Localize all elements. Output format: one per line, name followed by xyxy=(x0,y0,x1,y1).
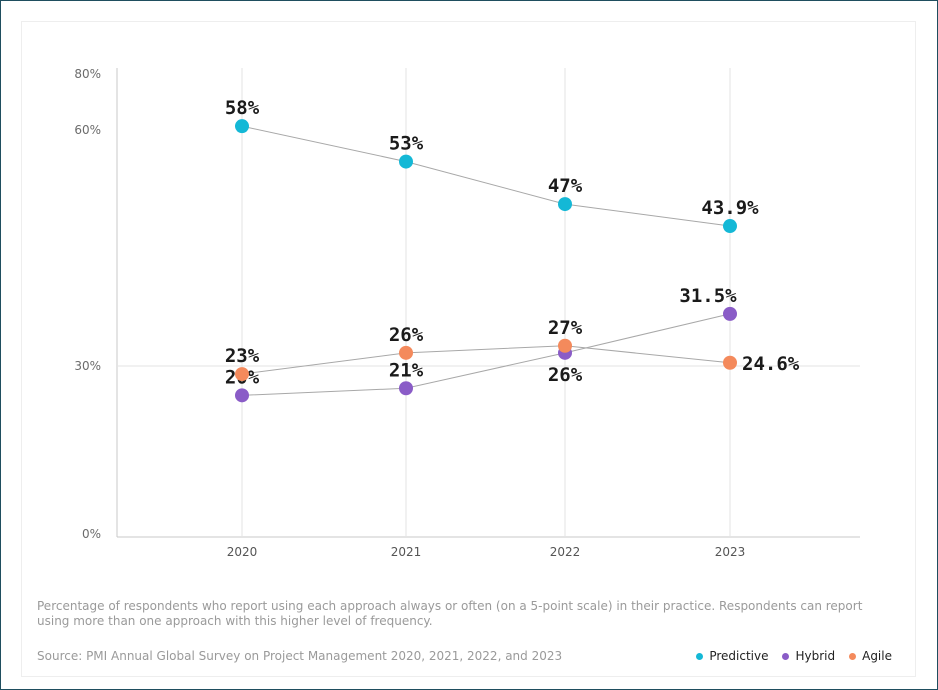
y-tick-label-80: 80% xyxy=(74,67,101,81)
data-label-agile-2022: 27% xyxy=(548,317,583,339)
data-label-agile-2021: 26% xyxy=(389,324,424,346)
data-label-predictive-2023: 43.9% xyxy=(701,197,759,219)
series-line-agile xyxy=(241,345,731,375)
data-label-predictive-2020: 58% xyxy=(225,97,260,119)
legend-dot-hybrid xyxy=(782,652,790,660)
data-label-hybrid-2021: 21% xyxy=(389,359,424,381)
y-tick-label-60: 60% xyxy=(74,123,101,137)
point-agile-2021 xyxy=(399,345,413,360)
chart-note: Percentage of respondents who report usi… xyxy=(37,599,863,628)
x-tick-label-2020: 2020 xyxy=(227,545,258,559)
legend-dot-agile xyxy=(849,652,857,660)
legend-label-agile: Agile xyxy=(862,649,892,663)
point-predictive-2021 xyxy=(399,154,413,169)
legend-item-predictive: Predictive xyxy=(696,649,768,663)
x-tick-label-2023: 2023 xyxy=(715,545,746,559)
x-tick-label-2022: 2022 xyxy=(550,545,581,559)
point-agile-2020 xyxy=(235,367,249,382)
x-tick-label-2021: 2021 xyxy=(391,545,422,559)
series-line-hybrid xyxy=(241,313,731,396)
data-label-agile-2023: 24.6% xyxy=(742,353,800,375)
point-predictive-2023 xyxy=(723,219,737,234)
data-label-agile-2020: 23% xyxy=(225,345,260,367)
y-tick-label-0: 0% xyxy=(82,527,101,541)
y-tick-label-30: 30% xyxy=(74,359,101,373)
legend-item-hybrid: Hybrid xyxy=(782,649,835,663)
chart-source: Source: PMI Annual Global Survey on Proj… xyxy=(37,649,563,663)
legend-dot-predictive xyxy=(696,652,704,660)
legend-label-hybrid: Hybrid xyxy=(795,649,836,663)
data-label-hybrid-2023: 31.5% xyxy=(679,285,737,307)
point-predictive-2020 xyxy=(235,119,249,134)
data-label-predictive-2022: 47% xyxy=(548,175,583,197)
point-agile-2022 xyxy=(558,338,572,353)
series-line-predictive xyxy=(241,125,731,227)
point-hybrid-2021 xyxy=(399,381,413,396)
point-hybrid-2023 xyxy=(723,306,737,321)
legend-item-agile: Agile xyxy=(849,649,892,663)
legend-label-predictive: Predictive xyxy=(709,649,769,663)
point-predictive-2022 xyxy=(558,197,572,212)
point-agile-2023 xyxy=(723,355,737,370)
chart-legend: Predictive Hybrid Agile xyxy=(696,649,892,663)
point-hybrid-2020 xyxy=(235,388,249,403)
data-label-hybrid-2022: 26% xyxy=(548,364,583,386)
data-label-predictive-2021: 53% xyxy=(389,133,424,155)
chart-card xyxy=(21,21,916,677)
